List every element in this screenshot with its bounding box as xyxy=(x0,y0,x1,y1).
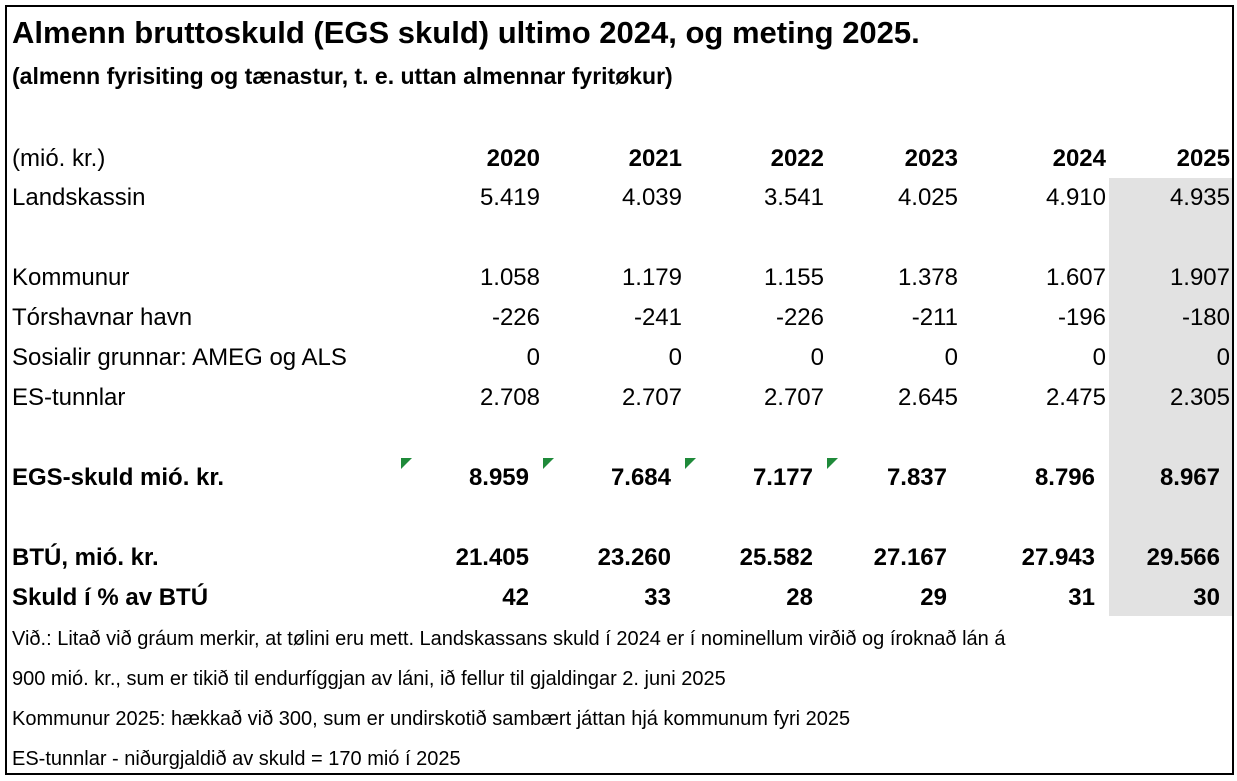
table-cell: 0 xyxy=(944,344,958,371)
table-cell: 4.039 xyxy=(621,184,682,211)
table-cell: 33 xyxy=(644,584,671,611)
table-cell: 21.405 xyxy=(455,544,529,571)
table-cell: 7.177 xyxy=(752,464,813,491)
table-cell: 7.837 xyxy=(886,464,947,491)
table-cell: 3.541 xyxy=(763,184,824,211)
table-cell: 2.707 xyxy=(621,384,682,411)
unit-label: (mió. kr.) xyxy=(12,145,106,172)
year-header: 2021 xyxy=(628,145,682,172)
page-title: Almenn bruttoskuld (EGS skuld) ultimo 20… xyxy=(12,15,920,50)
table-cell: 30 xyxy=(1193,584,1220,611)
table-cell: 4.935 xyxy=(1169,184,1230,211)
table-frame xyxy=(5,5,1234,775)
cell-error-marker-icon xyxy=(543,458,554,469)
table-cell: 0 xyxy=(1092,344,1106,371)
table-cell: -211 xyxy=(911,304,958,331)
page-subtitle: (almenn fyrisiting og tænastur, t. e. ut… xyxy=(12,63,673,89)
table-cell: 27.167 xyxy=(873,544,947,571)
table-cell: -226 xyxy=(491,304,540,331)
cell-error-marker-icon xyxy=(685,458,696,469)
footnote: Við.: Litað við gráum merkir, at tølini … xyxy=(12,628,1006,650)
table-cell: 28 xyxy=(786,584,813,611)
table-cell: 1.058 xyxy=(479,264,540,291)
row-label-sosialir-grunnar: Sosialir grunnar: AMEG og ALS xyxy=(12,344,347,371)
table-cell: 23.260 xyxy=(597,544,671,571)
cell-error-marker-icon xyxy=(401,458,412,469)
table-cell: 2.707 xyxy=(763,384,824,411)
row-label-kommunur: Kommunur xyxy=(12,264,130,291)
footnote: Kommunur 2025: hækkað við 300, sum er un… xyxy=(12,708,851,730)
table-cell: 1.155 xyxy=(763,264,824,291)
year-header: 2020 xyxy=(486,145,540,172)
table-cell: 25.582 xyxy=(739,544,813,571)
table-cell: 5.419 xyxy=(479,184,540,211)
table-cell: 29.566 xyxy=(1146,544,1220,571)
table-cell: 2.708 xyxy=(479,384,540,411)
table-cell: 42 xyxy=(502,584,529,611)
table-cell: 31 xyxy=(1068,584,1095,611)
estimate-column-shading xyxy=(1109,178,1232,616)
table-cell: -226 xyxy=(775,304,824,331)
table-cell: -241 xyxy=(633,304,682,331)
table-cell: 0 xyxy=(810,344,824,371)
table-cell: 1.179 xyxy=(621,264,682,291)
table-cell: 8.967 xyxy=(1159,464,1220,491)
cell-error-marker-icon xyxy=(827,458,838,469)
table-cell: 2.645 xyxy=(897,384,958,411)
year-header: 2022 xyxy=(770,145,824,172)
footnote: 900 mió. kr., sum er tikið til endurfígg… xyxy=(12,668,726,690)
table-cell: 0 xyxy=(668,344,682,371)
row-label-landskassin: Landskassin xyxy=(12,184,146,211)
table-cell: 8.796 xyxy=(1034,464,1095,491)
table-cell: 1.607 xyxy=(1045,264,1106,291)
table-cell: 4.025 xyxy=(897,184,958,211)
footnote: ES-tunnlar - niðurgjaldið av skuld = 170… xyxy=(12,748,461,770)
table-cell: 29 xyxy=(920,584,947,611)
table-cell: 1.907 xyxy=(1169,264,1230,291)
year-header: 2025 xyxy=(1176,145,1230,172)
row-label-btu: BTÚ, mió. kr. xyxy=(12,544,159,571)
table-cell: 0 xyxy=(526,344,540,371)
table-cell: 2.305 xyxy=(1169,384,1230,411)
row-label-torshavnar-havn: Tórshavnar havn xyxy=(12,304,193,331)
table-cell: 27.943 xyxy=(1021,544,1095,571)
table-cell: 4.910 xyxy=(1045,184,1106,211)
table-cell: 1.378 xyxy=(897,264,958,291)
table-cell: -196 xyxy=(1057,304,1106,331)
table-cell: -180 xyxy=(1181,304,1230,331)
year-header: 2024 xyxy=(1052,145,1106,172)
table-cell: 7.684 xyxy=(610,464,671,491)
table-cell: 2.475 xyxy=(1045,384,1106,411)
year-header: 2023 xyxy=(904,145,958,172)
table-cell: 8.959 xyxy=(468,464,529,491)
table-cell: 0 xyxy=(1216,344,1230,371)
row-label-es-tunnlar: ES-tunnlar xyxy=(12,384,126,411)
row-label-skuld-pct-btu: Skuld í % av BTÚ xyxy=(12,584,209,611)
row-label-egs-skuld: EGS-skuld mió. kr. xyxy=(12,464,225,491)
